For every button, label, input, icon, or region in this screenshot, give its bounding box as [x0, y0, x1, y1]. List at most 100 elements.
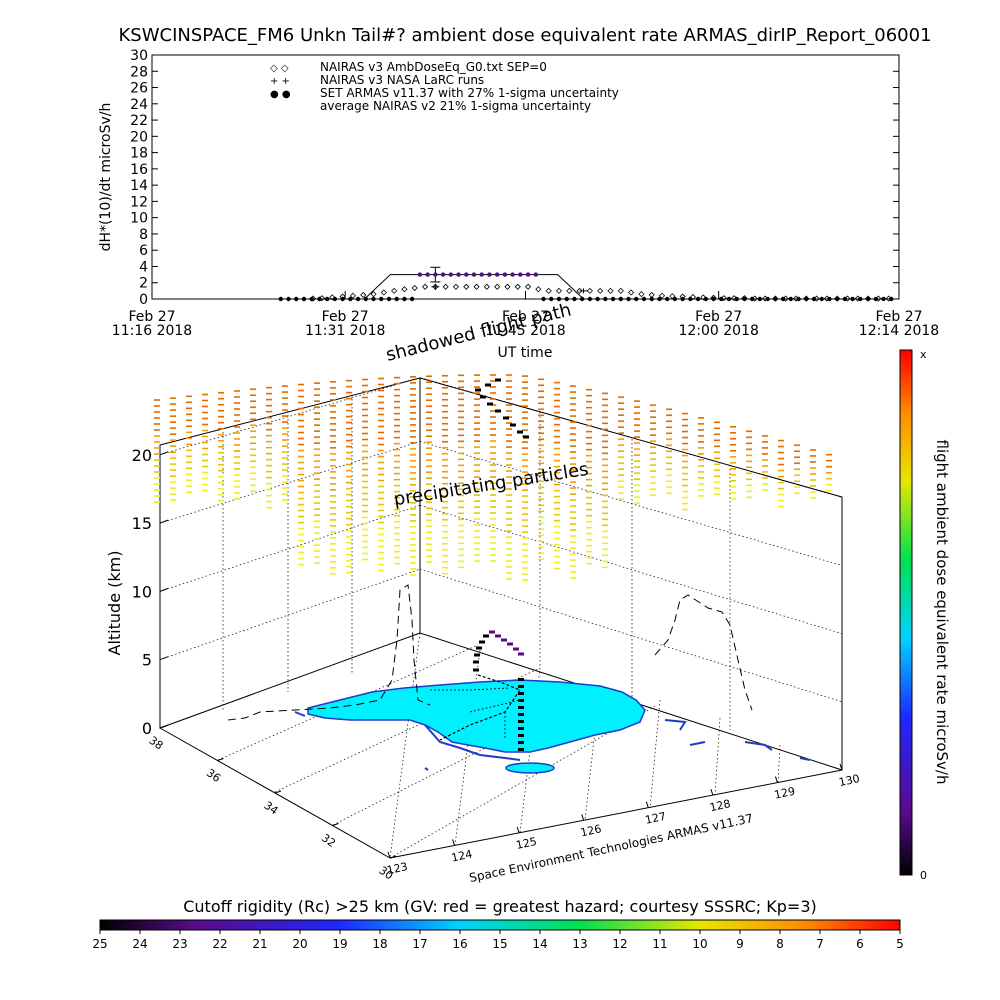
z-tick: [159, 656, 169, 661]
x-tick-label-time: 12:14 2018: [859, 323, 939, 339]
armas-point: [610, 296, 616, 302]
x-axis-label: UT time: [498, 345, 553, 361]
flight-mark-ground: [518, 720, 524, 723]
dose-colorbar: [899, 349, 913, 876]
cutoff-tick-label: 23: [172, 937, 187, 951]
y-tick-label: 12: [130, 194, 148, 210]
flight-mark-shadow: [480, 395, 486, 399]
flight-mark: [479, 640, 485, 644]
cutoff-tick-label: 14: [532, 937, 547, 951]
diamond-point: [607, 287, 614, 294]
lon-tick: [645, 801, 649, 808]
armas-point: [626, 296, 631, 302]
armas-point: [541, 296, 546, 302]
floor-grid-line: [777, 744, 781, 783]
legend-symbol: + +: [270, 76, 290, 87]
z-tick-label: 5: [142, 651, 152, 670]
armas-point: [889, 296, 894, 302]
diamond-point: [349, 292, 356, 299]
z-tick-label: 20: [132, 446, 152, 465]
japan-coast: [664, 719, 811, 761]
diamond-point: [555, 287, 563, 294]
armas-point: [827, 296, 832, 302]
flight-mark-ground: [518, 734, 524, 737]
armas-point: [487, 272, 492, 277]
armas-point: [858, 296, 863, 302]
lon-tick: [452, 839, 456, 846]
armas-point: [819, 296, 824, 302]
diamond-point: [514, 283, 521, 290]
floor-grid-line: [217, 644, 479, 761]
y-tick-label: 10: [130, 211, 148, 227]
y-tick-label: 18: [130, 146, 148, 162]
armas-point: [348, 296, 353, 302]
armas-point: [340, 296, 345, 302]
z-tick: [159, 451, 169, 456]
armas-point: [525, 272, 531, 277]
z-tick-label: 15: [132, 514, 152, 533]
diamond-point: [483, 283, 490, 290]
flight-mark-ground: [518, 678, 524, 681]
cutoff-rigidity-colorbar: Cutoff rigidity (Rc) >25 km (GV: red = g…: [92, 897, 903, 951]
flight-mark: [474, 653, 480, 657]
armas-point: [332, 296, 338, 302]
armas-point: [494, 272, 500, 277]
z-grid-line: [159, 504, 421, 592]
diamond-point: [463, 283, 470, 290]
lon-tick: [839, 763, 843, 771]
armas-point: [688, 296, 693, 302]
x-tick-label-date: Feb 27: [695, 309, 742, 325]
armas-point: [324, 296, 330, 302]
flight-mark: [513, 647, 519, 651]
armas-point: [850, 296, 855, 302]
cutoff-tick-label: 18: [372, 937, 387, 951]
legend-symbol: ● ●: [270, 89, 291, 100]
armas-point: [417, 272, 423, 277]
lon-shadow-profile: [227, 584, 431, 721]
armas-point: [634, 296, 639, 302]
cutoff-tick-label: 6: [856, 937, 864, 951]
floor-grid-line: [584, 685, 601, 821]
armas-point: [734, 296, 739, 302]
armas-point: [657, 296, 662, 302]
x-tick-label-time: 11:31 2018: [305, 323, 385, 339]
flight-path: [439, 378, 529, 751]
y-tick-label: 2: [139, 276, 148, 292]
armas-point: [386, 296, 392, 302]
cutoff-rigidity-ticks: 25 24 23 22 21 20 19 18 17 16 15 14 13 12 11 10 9 8 7 6 5: [92, 930, 904, 951]
armas-point: [680, 296, 685, 302]
armas-point: [842, 296, 848, 302]
y-tick-label: 4: [139, 259, 148, 275]
lon-tick-label: 125: [515, 835, 538, 852]
lat-tick-label: 34: [262, 799, 281, 818]
armas-point: [618, 296, 624, 302]
flight-mark-shadow: [510, 423, 516, 427]
diamond-point: [421, 283, 429, 290]
legend-label: average NAIRAS v2 21% 1-sigma uncertaint…: [320, 99, 591, 113]
diamond-point: [452, 283, 460, 290]
y-tick-label: 20: [130, 129, 148, 145]
lon-tick-label: 124: [450, 847, 473, 864]
coastline-south: [424, 724, 521, 761]
z-grid-line: [159, 441, 421, 524]
flight-mark-shadow: [487, 402, 493, 406]
x-tick-label-date: Feb 27: [322, 309, 369, 325]
flight-mark-ground: [518, 713, 524, 716]
flight-mark-ground: [518, 685, 524, 688]
lon-tick-label: 123: [386, 860, 409, 877]
flight-mark: [473, 668, 479, 672]
legend-symbol: ◇ ◇: [270, 63, 289, 74]
lon-tick: [581, 814, 585, 821]
lat-tick: [332, 823, 339, 826]
flight-mark-ground: [518, 706, 524, 709]
floor-grid-line: [714, 717, 721, 796]
lon-tick: [774, 776, 778, 783]
armas-point: [603, 296, 608, 302]
armas-point: [518, 272, 523, 277]
altitude-axis-label: Altitude (km): [105, 551, 124, 656]
diamond-point: [700, 294, 707, 301]
